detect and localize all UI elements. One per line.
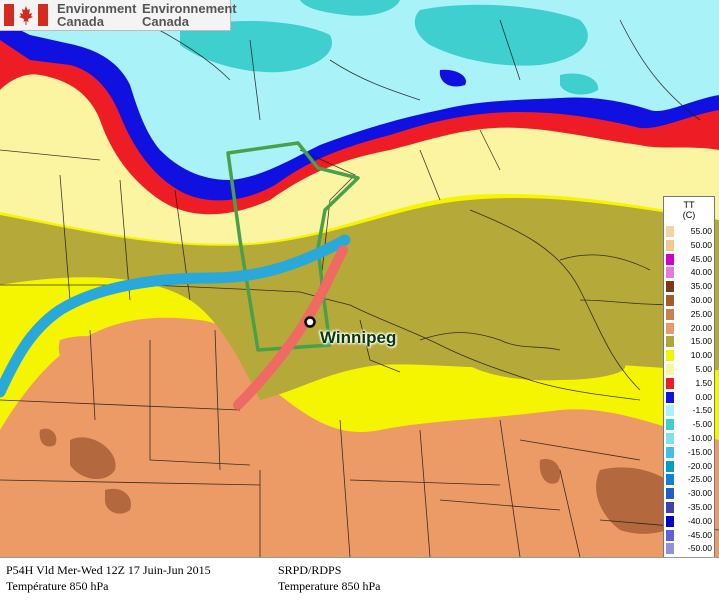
legend-swatch (666, 377, 674, 389)
temperature-legend: TT (C) 55.00 50.00 45.00 40.00 35.00 30.00 25.… (663, 196, 715, 576)
legend-label: -45.00 (687, 529, 712, 540)
legend-item: -15.00 (666, 446, 712, 458)
legend-label: 15.00 (690, 336, 712, 347)
legend-item: 55.00 (666, 226, 712, 237)
legend-item: 10.00 (666, 350, 712, 362)
legend-swatch (666, 446, 674, 458)
salmon-region-south (0, 317, 719, 557)
legend-swatch (666, 488, 674, 500)
canada-flag-icon (4, 4, 48, 26)
legend-item: -30.00 (666, 488, 712, 500)
legend-item: 0.00 (666, 391, 712, 403)
legend-label: -35.00 (687, 502, 712, 512)
city-label-winnipeg: Winnipeg (320, 328, 397, 347)
legend-swatch (666, 350, 674, 362)
legend-title: TT (683, 200, 695, 210)
legend-label: 40.00 (690, 267, 712, 278)
org-country-en: Canada (57, 14, 104, 29)
cold-front-line (0, 234, 351, 398)
legend-label: -1.50 (692, 405, 712, 416)
trough-line (233, 245, 348, 410)
legend-label: 5.00 (695, 364, 712, 374)
caption-field-en: Temperature 850 hPa (278, 579, 381, 593)
legend-item: 20.00 (666, 322, 712, 334)
legend-label: -25.00 (687, 474, 712, 485)
legend-label: 20.00 (690, 322, 712, 333)
legend-swatch (666, 295, 674, 306)
legend-swatch (666, 543, 674, 555)
legend-item: 30.00 (666, 295, 712, 306)
legend-swatch (666, 322, 674, 334)
winnipeg-marker (304, 316, 316, 328)
legend-item: -20.00 (666, 460, 712, 472)
legend-label: 0.00 (695, 391, 712, 402)
legend-item: -10.00 (666, 433, 712, 444)
legend-label: 55.00 (690, 226, 712, 236)
legend-swatch (666, 336, 674, 348)
legend-item: 40.00 (666, 267, 712, 279)
org-name-en: Environment (57, 1, 137, 16)
legend-label: 10.00 (690, 350, 712, 361)
legend-label: 45.00 (690, 253, 712, 264)
brown-patch-west (70, 437, 116, 480)
legend-item: 15.00 (666, 336, 712, 348)
legend-item: 50.00 (666, 239, 712, 251)
legend-item: 35.00 (666, 281, 712, 293)
temperature-map (0, 0, 719, 557)
legend-swatch (666, 460, 674, 472)
legend-swatch (666, 364, 674, 375)
legend-item: -50.00 (666, 543, 712, 555)
legend-label: 1.50 (695, 377, 712, 388)
legend-swatch (666, 308, 674, 320)
legend-item: 1.50 (666, 377, 712, 389)
caption-forecast-time: P54H Vld Mer-Wed 12Z 17 Juin-Jun 2015 (6, 563, 211, 577)
map-caption: P54H Vld Mer-Wed 12Z 17 Juin-Jun 2015 Te… (0, 557, 719, 600)
legend-swatch (666, 419, 674, 431)
legend-item: -45.00 (666, 529, 712, 541)
legend-item: 25.00 (666, 308, 712, 320)
legend-label: 35.00 (690, 281, 712, 292)
legend-swatch (666, 239, 674, 251)
legend-item: -1.50 (666, 405, 712, 417)
legend-label: -5.00 (692, 419, 712, 430)
org-name-fr: Environnement (142, 1, 237, 16)
legend-item: -40.00 (666, 515, 712, 527)
legend-item: 5.00 (666, 364, 712, 375)
legend-swatch (666, 474, 674, 486)
legend-swatch (666, 226, 674, 237)
legend-label: -10.00 (687, 433, 712, 443)
legend-swatch (666, 405, 674, 417)
legend-label: -20.00 (687, 460, 712, 471)
legend-item: -25.00 (666, 474, 712, 486)
legend-label: 30.00 (690, 295, 712, 305)
legend-swatch (666, 267, 674, 279)
caption-model: SRPD/RDPS (278, 563, 342, 577)
legend-item: -35.00 (666, 502, 712, 513)
legend-swatch (666, 515, 674, 527)
legend-label: 50.00 (690, 239, 712, 250)
legend-item: 45.00 (666, 253, 712, 265)
legend-label: -50.00 (687, 543, 712, 554)
cyan-pocket-west (180, 20, 332, 73)
org-country-fr: Canada (142, 14, 189, 29)
khaki-temperature-band (0, 198, 719, 400)
legend-swatch (666, 529, 674, 541)
legend-label: -15.00 (687, 446, 712, 457)
legend-label: 25.00 (690, 308, 712, 319)
cyan-pocket-east (414, 4, 588, 66)
legend-swatch (666, 281, 674, 293)
environment-canada-header: Environment Environnement Canada Canada (0, 0, 237, 31)
legend-item: -5.00 (666, 419, 712, 431)
legend-swatch (666, 391, 674, 403)
caption-field-fr: Température 850 hPa (6, 579, 109, 593)
legend-swatch (666, 502, 674, 513)
legend-unit: (C) (682, 210, 696, 220)
legend-label: -40.00 (687, 515, 712, 526)
legend-label: -30.00 (687, 488, 712, 499)
legend-swatch (666, 433, 674, 444)
legend-swatch (666, 253, 674, 265)
